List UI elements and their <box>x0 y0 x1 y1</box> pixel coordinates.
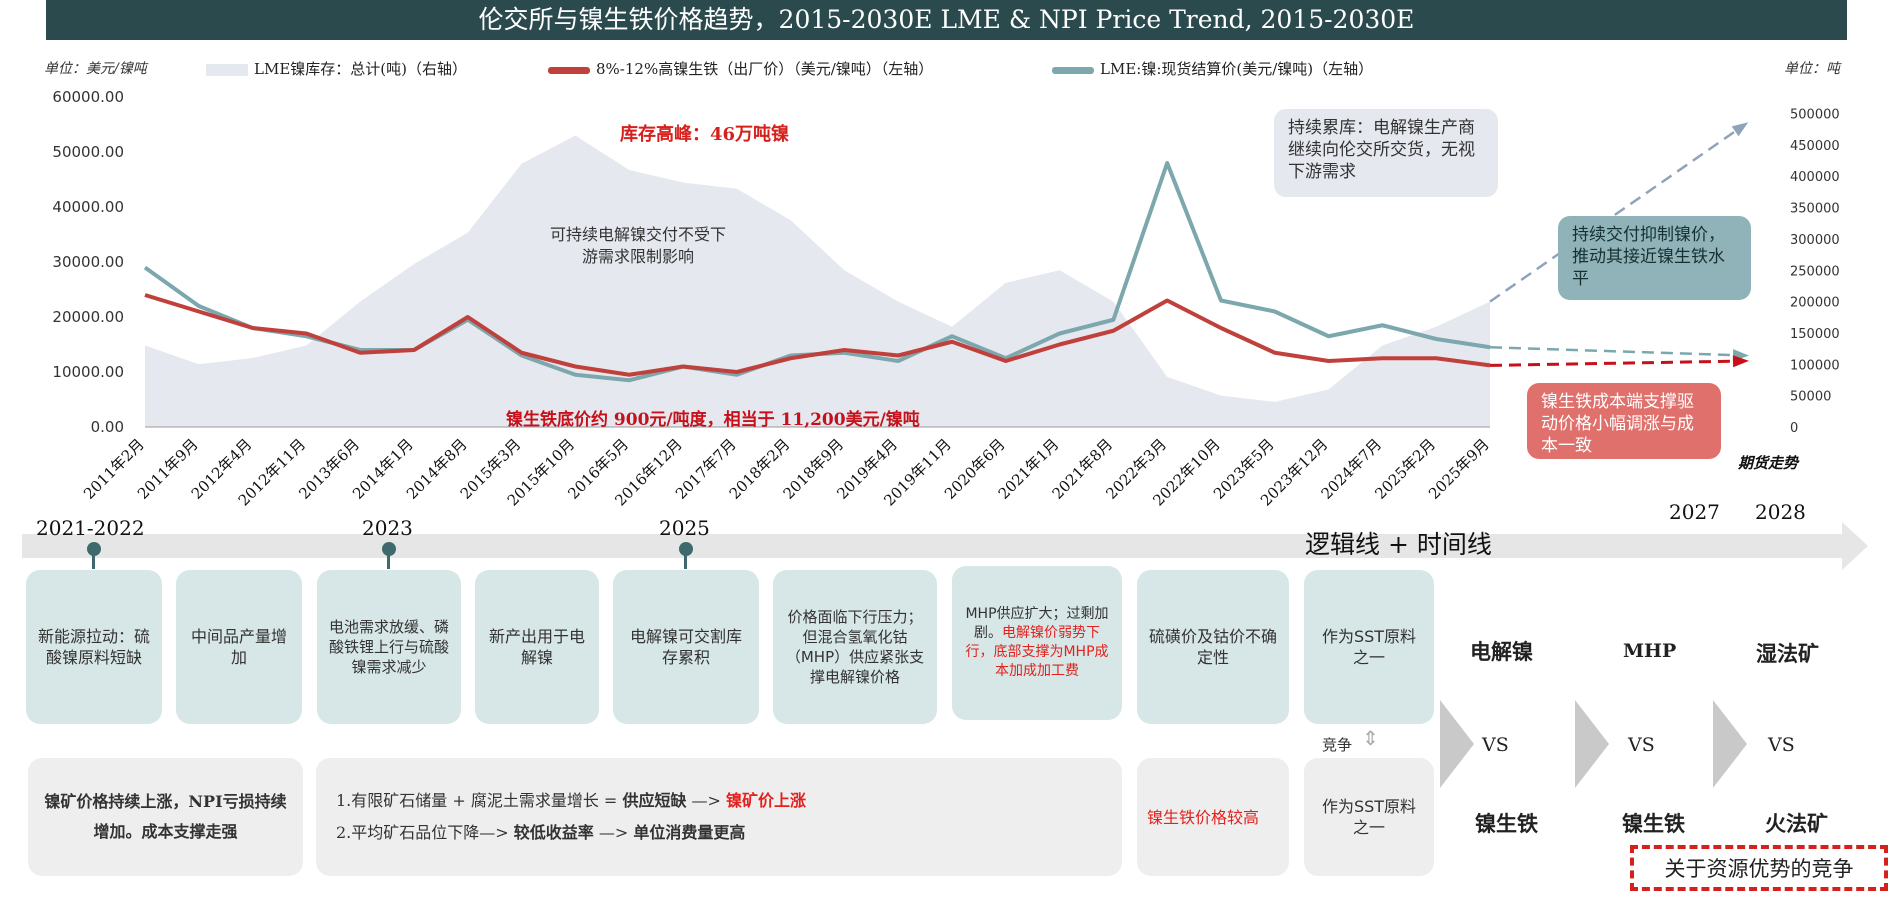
timeline-bar <box>22 534 1842 558</box>
timeline-arrowhead <box>1842 522 1868 570</box>
timeline-marker-2021 <box>87 542 101 556</box>
compete-label: 竞争 <box>1322 736 1353 754</box>
legend-label-inventory: LME镍库存：总计(吨)（右轴） <box>254 60 467 78</box>
chevron-icon-3 <box>1713 700 1747 788</box>
legend-swatch-inventory <box>206 64 248 76</box>
legend-label-npi: 8%-12%高镍生铁（出厂价）（美元/镍吨）（左轴） <box>596 60 934 78</box>
timeline-box-9: 作为SST原料之一 <box>1304 570 1434 724</box>
projection-npi-arrowhead <box>1732 355 1749 368</box>
legend-item-npi: 8%-12%高镍生铁（出厂价）（美元/镍吨）（左轴） <box>548 58 933 79</box>
timeline-box-2: 中间品产量增加 <box>176 570 302 724</box>
legend-item-inventory: LME镍库存：总计(吨)（右轴） <box>206 58 467 79</box>
timeline-marker-2023 <box>382 542 396 556</box>
compare-top-1: 电解镍 <box>1470 639 1533 664</box>
futures-label: 期货走势 <box>1737 454 1800 472</box>
timeline-stem-2023 <box>387 555 390 569</box>
ore-logic-box: 1.有限矿石储量 + 腐泥土需求量增长 = 供应短缺 —> 镍矿价上涨 2.平均… <box>316 758 1122 876</box>
right-tick-label: 350000 <box>1790 202 1840 217</box>
right-tick-label: 400000 <box>1790 170 1840 185</box>
suppress-callout: 持续交付抑制镍价，推动其接近镍生铁水平 <box>1558 216 1751 300</box>
timeline-marker-2025 <box>679 542 693 556</box>
compete-arrow-icon: ⇕ <box>1362 726 1379 750</box>
ore-logic-1a: 1.有限矿石储量 + 腐泥土需求量增长 = <box>336 791 623 810</box>
left-tick-label: 60000.00 <box>52 88 124 106</box>
right-tick-label: 500000 <box>1790 108 1840 123</box>
right-axis-unit: 单位：吨 <box>1784 61 1840 77</box>
mhp-oversupply-text: MHP供应扩大；过剩加剧。 <box>965 606 1109 641</box>
left-tick-label: 10000.00 <box>52 363 124 381</box>
right-tick-label: 0 <box>1790 421 1798 436</box>
right-tick-label: 450000 <box>1790 139 1840 154</box>
timeline-box-8: 硫磺价及钴价不确定性 <box>1137 570 1289 724</box>
right-tick-label: 100000 <box>1790 358 1840 373</box>
sst-box: 作为SST原料之一 <box>1304 758 1434 876</box>
left-tick-label: 50000.00 <box>52 143 124 161</box>
ore-logic-2d: 单位消费量更高 <box>633 823 746 842</box>
compare-top-3: 湿法矿 <box>1756 641 1819 666</box>
timeline-box-3: 电池需求放缓、磷酸铁锂上行与硫酸镍需求减少 <box>317 570 461 724</box>
projection-inventory <box>1489 123 1746 303</box>
series-line-npi <box>144 293 1491 377</box>
ore-logic-2c: —> <box>593 823 634 842</box>
projection-npi <box>1489 359 1746 367</box>
compare-top-2: MHP <box>1623 640 1677 662</box>
right-tick-label: 250000 <box>1790 264 1840 279</box>
projection-lme <box>1489 346 1746 357</box>
vs-label-1: VS <box>1482 734 1509 756</box>
legend-swatch-npi <box>548 66 590 74</box>
year-2023: 2023 <box>362 516 413 540</box>
vs-label-2: VS <box>1628 734 1655 756</box>
year-2028: 2028 <box>1755 500 1806 524</box>
year-2021-2022: 2021-2022 <box>36 516 145 540</box>
middle-annotation: 可持续电解镍交付不受下游需求限制影响 <box>549 225 726 266</box>
ore-logic-1b: 供应短缺 <box>622 791 687 810</box>
timeline-stem-2025 <box>684 555 687 569</box>
right-tick-label: 200000 <box>1790 296 1840 311</box>
ore-cost-box: 镍矿价格持续上涨，NPI亏损持续增加。成本支撑走强 <box>28 758 303 876</box>
timeline-box-5: 电解镍可交割库存累积 <box>613 570 759 724</box>
page-title: 伦交所与镍生铁价格趋势，2015-2030E LME & NPI Price T… <box>46 0 1847 40</box>
vs-label-3: VS <box>1768 734 1795 756</box>
right-tick-label: 150000 <box>1790 327 1840 342</box>
timeline-box-6: 价格面临下行压力；但混合氢氧化钴（MHP）供应紧张支撑电解镍价格 <box>773 570 937 724</box>
ore-logic-line-1: 1.有限矿石储量 + 腐泥土需求量增长 = 供应短缺 —> 镍矿价上涨 <box>336 785 806 817</box>
timeline-box-1: 新能源拉动：硫酸镍原料短缺 <box>26 570 162 724</box>
ore-logic-2b: 较低收益率 <box>513 823 594 842</box>
logic-time-label: 逻辑线 + 时间线 <box>1305 530 1492 559</box>
price-trend-chart: 0.00 10000.00 20000.00 30000.00 40000.00 5000… <box>52 88 1840 510</box>
chevron-icon-1 <box>1440 700 1474 788</box>
right-tick-label: 300000 <box>1790 233 1840 248</box>
peak-annotation: 库存高峰：46万吨镍 <box>620 124 790 145</box>
right-tick-label: 50000 <box>1790 390 1831 405</box>
compare-bottom-3: 火法矿 <box>1765 811 1828 836</box>
resource-competition-footer: 关于资源优势的竞争 <box>1630 845 1888 891</box>
chevron-icon-2 <box>1575 700 1609 788</box>
left-tick-label: 20000.00 <box>52 308 124 326</box>
legend-label-lme: LME:镍:现货结算价(美元/镍吨)（左轴） <box>1100 60 1374 78</box>
left-tick-label: 30000.00 <box>52 253 124 271</box>
left-axis-unit: 单位：美元/镍吨 <box>44 61 147 77</box>
legend-swatch-lme <box>1052 66 1094 74</box>
timeline-box-7: MHP供应扩大；过剩加剧。电解镍价弱势下行，底部支撑为MHP成本加成加工费 <box>952 566 1122 720</box>
npi-high-box: 镍生铁价格较高 <box>1137 758 1289 876</box>
mhp-price-floor-text: 电解镍价弱势下行，底部支撑为MHP成本加成加工费 <box>965 625 1109 679</box>
compare-bottom-2: 镍生铁 <box>1622 811 1685 836</box>
year-2025: 2025 <box>659 516 710 540</box>
cost-support-callout: 镍生铁成本端支撑驱动价格小幅调涨与成本一致 <box>1527 383 1721 459</box>
accumulation-callout: 持续累库：电解镍生产商继续向伦交所交货，无视下游需求 <box>1274 109 1498 197</box>
floor-annotation: 镍生铁底价约 900元/吨度，相当于 11,200美元/镍吨 <box>506 410 920 430</box>
left-tick-label: 40000.00 <box>52 198 124 216</box>
projection-inventory-arrowhead <box>1731 122 1749 137</box>
ore-logic-line-2: 2.平均矿石品位下降—> 较低收益率 —> 单位消费量更高 <box>336 817 806 849</box>
ore-logic-1c: —> <box>686 791 727 810</box>
timeline-box-4: 新产出用于电解镍 <box>475 570 599 724</box>
year-2027: 2027 <box>1669 500 1720 524</box>
compare-bottom-1: 镍生铁 <box>1475 811 1538 836</box>
legend-item-lme: LME:镍:现货结算价(美元/镍吨)（左轴） <box>1052 58 1373 79</box>
ore-logic-1d: 镍矿价上涨 <box>726 791 807 810</box>
ore-logic-2a: 2.平均矿石品位下降—> <box>336 823 514 842</box>
timeline-stem-2021 <box>92 555 95 569</box>
left-tick-label: 0.00 <box>91 418 124 436</box>
series-area-inventory <box>145 135 1490 427</box>
